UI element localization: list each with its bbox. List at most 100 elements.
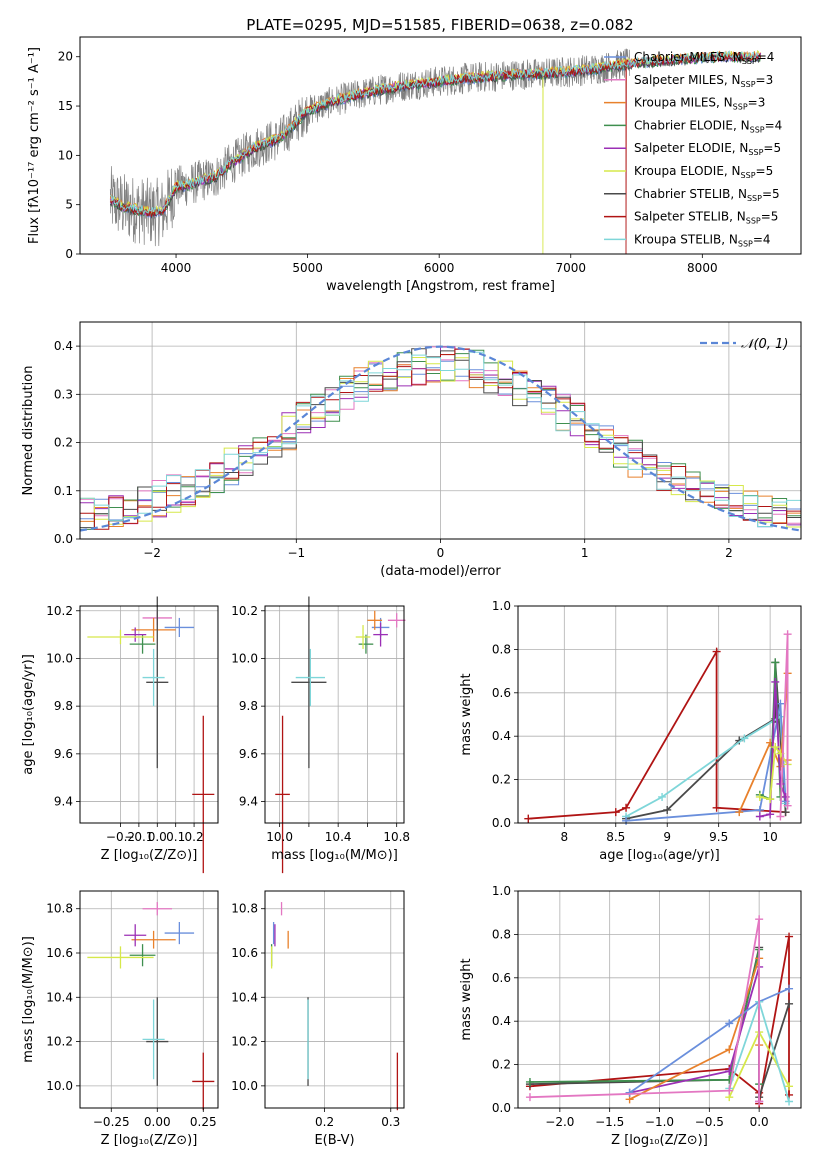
weight-marker bbox=[740, 734, 749, 743]
y-tick-label: 15 bbox=[58, 99, 73, 113]
y-tick-label: 10.0 bbox=[46, 651, 73, 665]
weight-marker bbox=[712, 803, 721, 812]
y-tick-label: 10.0 bbox=[46, 1079, 73, 1093]
y-tick-label: 0.3 bbox=[54, 387, 73, 401]
axes-residuals: −2 −1 0 1 2 0.0 0.1 0.2 0.3 0.4 (data-model)/error… bbox=[21, 321, 802, 579]
x-tick-label: 0.25 bbox=[190, 1115, 217, 1129]
y-tick-label: 0.0 bbox=[54, 532, 73, 546]
weight-marker bbox=[771, 677, 780, 686]
weight-marker bbox=[755, 1097, 764, 1106]
axes-Z_vs_mass: −0.25 0.00 0.25 10.0 10.2 10.4 10.6 10.8 Z [log₁… bbox=[21, 890, 219, 1148]
y-tick-label: 9.8 bbox=[54, 699, 73, 713]
weight-marker bbox=[755, 915, 764, 924]
y-tick-label: 9.4 bbox=[54, 795, 73, 809]
y-tick-label: 10.2 bbox=[46, 604, 73, 618]
axes-frame bbox=[79, 605, 219, 824]
y-axis-label: mass [log₁₀(M/M⊙)] bbox=[21, 936, 36, 1063]
x-tick-label: −0.2 bbox=[106, 830, 135, 844]
errorbar-point bbox=[146, 596, 169, 769]
x-axis-label: Z [log₁₀(Z/Z⊙)] bbox=[101, 1133, 198, 1148]
legend-label: Kroupa STELIB, NSSP=4 bbox=[634, 232, 771, 248]
y-tick-label: 1.0 bbox=[492, 884, 511, 898]
y-tick-label: 0.4 bbox=[492, 729, 511, 743]
axes-Z_weights: −2.0 −1.5 −1.0 −0.5 0.0 0.0 0.2 0.4 0.6 0.8 1.0 Z [… bbox=[459, 884, 802, 1148]
weight-marker bbox=[771, 743, 780, 752]
x-tick-label: 0 bbox=[437, 546, 445, 560]
x-tick-label: 0.2 bbox=[185, 830, 204, 844]
axes-frame bbox=[517, 605, 802, 824]
y-tick-label: 0.4 bbox=[54, 339, 73, 353]
x-tick-label: 5000 bbox=[292, 261, 323, 275]
weight-marker bbox=[712, 647, 721, 656]
weight-marker bbox=[776, 812, 785, 821]
y-tick-label: 10.2 bbox=[231, 604, 258, 618]
legend-label: Kroupa MILES, NSSP=3 bbox=[634, 96, 765, 112]
errorbar-point bbox=[164, 617, 195, 637]
weight-marker bbox=[658, 792, 667, 801]
weight-series-line bbox=[529, 949, 760, 1085]
weight-marker bbox=[783, 630, 792, 639]
x-axis-label: (data-model)/error bbox=[380, 564, 501, 579]
x-axis-label: mass [log₁₀(M/M⊙)] bbox=[271, 848, 398, 863]
x-tick-label: 1 bbox=[581, 546, 589, 560]
legend-label: Salpeter MILES, NSSP=3 bbox=[634, 73, 773, 89]
weight-marker bbox=[625, 1088, 634, 1097]
x-tick-label: 9 bbox=[663, 830, 671, 844]
weight-marker bbox=[785, 1082, 794, 1091]
normal-curve bbox=[79, 345, 802, 532]
x-tick-label: 9.5 bbox=[709, 830, 728, 844]
histogram-step bbox=[80, 351, 801, 527]
errorbar-point bbox=[275, 715, 290, 874]
weight-marker bbox=[524, 814, 533, 823]
errorbar-point bbox=[142, 999, 165, 1080]
x-tick-label: 8.5 bbox=[606, 830, 625, 844]
x-tick-label: 0.0 bbox=[148, 830, 167, 844]
y-tick-label: 10.2 bbox=[231, 1035, 258, 1049]
y-tick-label: 0.0 bbox=[492, 816, 511, 830]
legend-label: Chabrier MILES, NSSP=4 bbox=[634, 50, 774, 66]
x-tick-label: −0.25 bbox=[93, 1115, 130, 1129]
weight-marker bbox=[771, 658, 780, 667]
y-tick-label: 0.0 bbox=[492, 1101, 511, 1115]
plot-area bbox=[270, 902, 399, 1111]
errorbar-point bbox=[131, 617, 176, 642]
y-tick-label: 1.0 bbox=[492, 599, 511, 613]
errorbar-point bbox=[142, 902, 172, 916]
axes-frame bbox=[264, 605, 405, 824]
x-tick-label: 10 bbox=[762, 830, 777, 844]
y-tick-label: 10.6 bbox=[46, 946, 73, 960]
y-tick-label: 0.6 bbox=[492, 971, 511, 985]
weight-marker bbox=[611, 808, 620, 817]
x-axis-label: wavelength [Angstrom, rest frame] bbox=[326, 279, 555, 294]
axes-spectrum: 4000 5000 6000 7000 8000 0 5 10 15 20 wavelength [… bbox=[27, 36, 802, 294]
y-tick-label: 5 bbox=[65, 198, 73, 212]
weight-marker bbox=[785, 999, 794, 1008]
y-axis-label: Flux [fλ10⁻¹⁷ erg cm⁻² s⁻¹ A⁻¹] bbox=[27, 47, 42, 244]
plot-area bbox=[275, 596, 406, 874]
y-tick-label: 0.2 bbox=[54, 436, 73, 450]
y-tick-label: 10.8 bbox=[46, 902, 73, 916]
axes-mass_vs_age: 10.0 10.4 10.8 9.4 9.6 9.8 10.0 10.2 mass [log₁₀… bbox=[231, 596, 410, 874]
y-tick-label: 10.8 bbox=[231, 902, 258, 916]
weight-marker bbox=[785, 1097, 794, 1106]
weight-marker bbox=[755, 812, 764, 821]
y-tick-label: 9.4 bbox=[239, 795, 258, 809]
legend-label: Kroupa ELODIE, NSSP=5 bbox=[634, 164, 773, 180]
errorbar-point bbox=[192, 715, 215, 874]
x-tick-label: 8000 bbox=[687, 261, 718, 275]
y-tick-label: 20 bbox=[58, 50, 73, 64]
errorbar-point bbox=[164, 922, 195, 945]
y-tick-label: 0.8 bbox=[492, 927, 511, 941]
weight-series-line bbox=[529, 919, 760, 1102]
weight-marker bbox=[785, 984, 794, 993]
axes-ebv_vs_mass: 0.2 0.3 10.0 10.2 10.4 10.6 10.8 E(B-V) bbox=[231, 890, 405, 1148]
y-axis-label: mass weight bbox=[459, 958, 474, 1040]
weight-marker bbox=[525, 1077, 534, 1086]
errorbar-point bbox=[295, 648, 325, 707]
plot-area bbox=[87, 902, 215, 1111]
spectrum-legend: Chabrier MILES, NSSP=4 Salpeter MILES, NS… bbox=[604, 50, 782, 248]
legend-label: Chabrier STELIB, NSSP=5 bbox=[634, 187, 780, 203]
histogram-step bbox=[80, 348, 801, 529]
x-axis-label: age [log₁₀(age/yr)] bbox=[599, 848, 720, 863]
